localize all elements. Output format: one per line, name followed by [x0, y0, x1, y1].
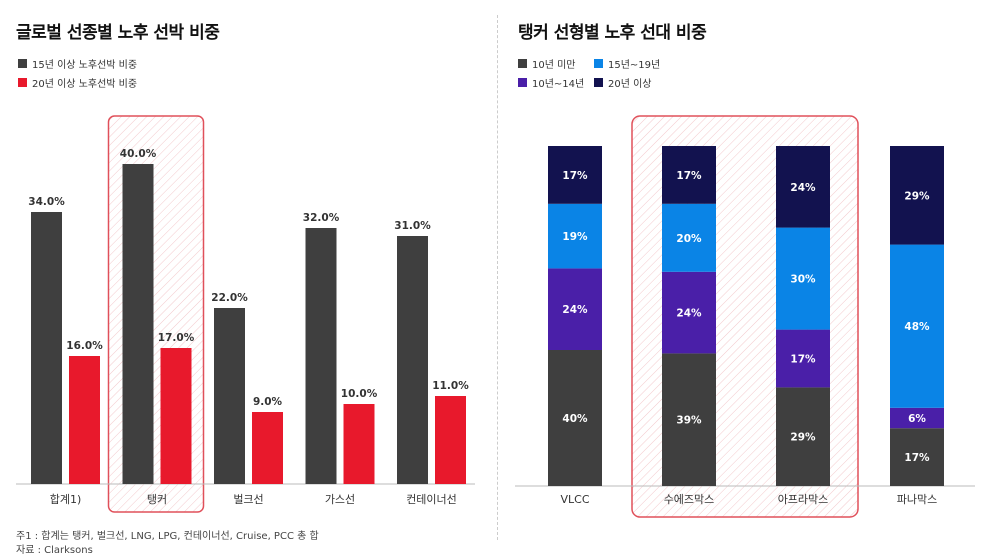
stacked-segment-3-3	[890, 146, 944, 245]
bar-20y-3	[343, 404, 375, 484]
legend-item-15to19: 15년~19년	[594, 56, 660, 71]
segment-label: 17%	[790, 354, 816, 366]
legend-swatch-dark-gray	[18, 59, 27, 68]
data-label: 31.0%	[394, 220, 431, 232]
bar-15y-4	[397, 236, 428, 484]
right-chart-title: 탱커 선형별 노후 선대 비중	[518, 23, 707, 43]
bar-15y-2	[214, 308, 245, 484]
segment-label: 48%	[904, 321, 930, 333]
stacked-segment-3-2	[890, 244, 944, 408]
segment-label: 19%	[562, 231, 588, 243]
segment-label: 17%	[676, 170, 702, 182]
legend-label: 15년 이상 노후선박 비중	[32, 60, 138, 71]
segment-label: 39%	[676, 415, 702, 427]
stacked-segment-0-2	[548, 203, 602, 269]
x-tick-label: 아프라막스	[778, 493, 829, 506]
bar-20y-0	[69, 356, 100, 484]
data-label: 22.0%	[211, 292, 248, 304]
segment-label: 24%	[676, 308, 702, 320]
legend-swatch-blue	[594, 59, 603, 68]
data-label: 17.0%	[158, 332, 195, 344]
panel-divider	[497, 15, 498, 540]
x-tick-label: 파나막스	[897, 493, 937, 506]
legend-label: 20년 이상	[608, 79, 652, 90]
segment-label: 40%	[562, 413, 588, 425]
x-tick-label: 수에즈막스	[664, 493, 715, 506]
stacked-segment-1-0	[662, 353, 716, 486]
legend-item-20plus: 20년 이상	[594, 75, 652, 90]
x-tick-label: VLCC	[560, 493, 589, 506]
stacked-segment-0-0	[548, 350, 602, 486]
bar-20y-4	[435, 396, 466, 484]
legend-swatch-red	[18, 78, 27, 87]
segment-label: 20%	[676, 233, 702, 245]
stacked-segment-2-1	[776, 329, 830, 388]
x-tick-label: 합계1)	[50, 493, 82, 506]
x-tick-label: 벌크선	[233, 493, 263, 506]
segment-label: 6%	[908, 413, 926, 425]
bar-15y-3	[305, 228, 337, 484]
source-note: 자료 : Clarksons	[16, 545, 93, 556]
left-chart-title: 글로벌 선종별 노후 선박 비중	[16, 23, 220, 43]
legend-item-10to14: 10년~14년	[518, 75, 584, 90]
data-label: 16.0%	[66, 340, 103, 352]
legend-swatch-purple	[518, 78, 527, 87]
data-label: 10.0%	[341, 388, 378, 400]
data-label: 32.0%	[303, 212, 340, 224]
legend-item-20y: 20년 이상 노후선박 비중	[18, 75, 137, 90]
bar-15y-1	[122, 164, 154, 484]
data-label: 34.0%	[28, 196, 65, 208]
stacked-segment-2-3	[776, 146, 830, 228]
bar-20y-2	[252, 412, 283, 484]
x-tick-label: 가스선	[325, 493, 355, 506]
segment-label: 29%	[904, 190, 930, 202]
segment-label: 30%	[790, 274, 816, 286]
legend-item-15y: 15년 이상 노후선박 비중	[18, 56, 137, 71]
legend-swatch-dark-gray	[518, 59, 527, 68]
legend-label: 15년~19년	[608, 60, 661, 71]
footnote: 주1 : 합계는 탱커, 벌크선, LNG, LPG, 컨테이너선, Cruis…	[16, 531, 319, 542]
stacked-segment-0-1	[548, 268, 602, 350]
legend-item-under10: 10년 미만	[518, 56, 576, 71]
stacked-segment-2-0	[776, 387, 830, 486]
x-tick-label: 컨테이너선	[406, 493, 457, 506]
stacked-segment-0-3	[548, 146, 602, 204]
segment-label: 17%	[562, 170, 588, 182]
stacked-segment-1-2	[662, 203, 716, 272]
legend-label: 20년 이상 노후선박 비중	[32, 79, 138, 90]
stacked-segment-2-2	[776, 227, 830, 330]
stacked-segment-1-1	[662, 271, 716, 354]
segment-label: 24%	[790, 182, 816, 194]
stacked-segment-3-0	[890, 428, 944, 486]
data-label: 40.0%	[120, 148, 157, 160]
bar-15y-0	[31, 212, 62, 484]
segment-label: 17%	[904, 452, 930, 464]
legend-label: 10년~14년	[532, 79, 585, 90]
segment-label: 29%	[790, 432, 816, 444]
data-label: 9.0%	[253, 396, 283, 408]
legend-swatch-navy	[594, 78, 603, 87]
stacked-segment-3-1	[890, 407, 944, 429]
segment-label: 24%	[562, 304, 588, 316]
legend-label: 10년 미만	[532, 60, 576, 71]
data-label: 11.0%	[432, 380, 469, 392]
x-tick-label: 탱커	[147, 493, 167, 506]
bar-20y-1	[160, 348, 192, 484]
stacked-segment-1-3	[662, 146, 716, 204]
